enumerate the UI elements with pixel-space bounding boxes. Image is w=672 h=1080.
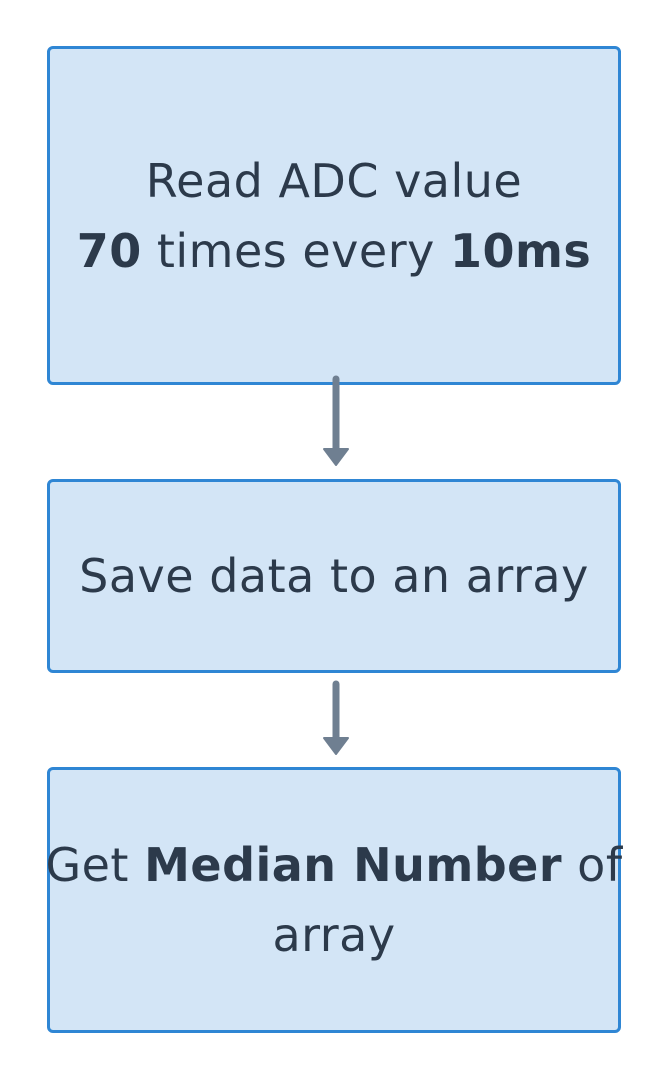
save-array-label: Save data to an array <box>79 549 589 603</box>
get-median-pre: Get <box>45 838 145 892</box>
flow-step-get-median: Get Median Number of array <box>45 767 622 1033</box>
get-median-line2: array <box>272 908 396 962</box>
get-median-line1: Get Median Number of <box>45 830 622 900</box>
flow-arrow-1 <box>321 375 351 467</box>
flow-step-get-median-text: Get Median Number of array <box>45 830 622 970</box>
read-adc-line2-mid: times every <box>141 223 450 278</box>
get-median-post: of <box>562 838 623 892</box>
sample-interval: 10ms <box>449 223 592 278</box>
median-number-label: Median Number <box>144 838 563 892</box>
flow-step-read-adc-text: Read ADC value 70 times every 10ms <box>77 146 592 286</box>
read-adc-line1: Read ADC value <box>145 153 523 208</box>
flow-step-save-array-text: Save data to an array <box>79 541 589 611</box>
read-adc-line2: 70 times every 10ms <box>77 216 592 286</box>
arrow-down-icon <box>323 375 349 466</box>
sample-count: 70 <box>76 223 142 278</box>
flow-arrow-2 <box>321 680 351 756</box>
flow-step-read-adc: Read ADC value 70 times every 10ms <box>47 46 621 385</box>
flow-step-save-array: Save data to an array <box>47 479 621 673</box>
arrow-down-icon <box>323 680 349 755</box>
